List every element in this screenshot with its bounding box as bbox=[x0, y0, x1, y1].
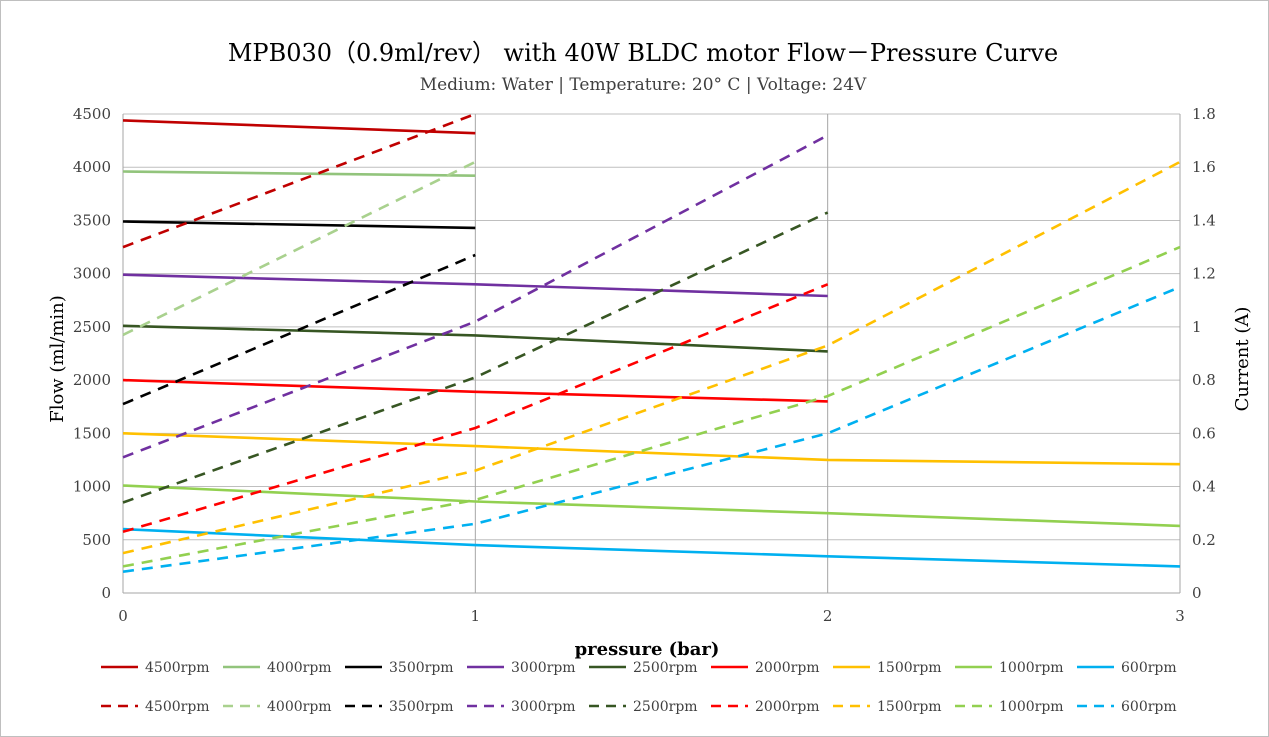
y2-axis-label: Current (A) bbox=[1232, 307, 1253, 412]
x-tick-label: 1 bbox=[471, 607, 481, 625]
y2-tick-label: 0.4 bbox=[1192, 478, 1216, 496]
y2-tick-label: 0 bbox=[1192, 584, 1202, 602]
legend-label: 4000rpm bbox=[267, 660, 332, 676]
y2-tick-label: 1.4 bbox=[1192, 211, 1216, 229]
chart-subtitle: Medium: Water | Temperature: 20° C | Vol… bbox=[420, 75, 867, 95]
legend-label: 1000rpm bbox=[999, 699, 1064, 715]
legend-label: 1500rpm bbox=[877, 660, 942, 676]
legend-label: 3000rpm bbox=[511, 660, 576, 676]
series-layer bbox=[122, 112, 1181, 573]
grid-layer bbox=[122, 113, 1181, 594]
y-tick-label: 3000 bbox=[73, 265, 111, 283]
y-tick-label: 1000 bbox=[73, 478, 111, 496]
legend: 4500rpm 4000rpm 3500rpm 3000rpm 2500rpm 2000r… bbox=[101, 660, 1177, 715]
x-tick-label: 3 bbox=[1175, 607, 1185, 625]
legend-label: 4000rpm bbox=[267, 699, 332, 715]
legend-label: 4500rpm bbox=[145, 699, 210, 715]
series-line-3000rpm-flow bbox=[122, 273, 828, 298]
legend-label: 3500rpm bbox=[389, 660, 454, 676]
y2-tick-label: 1.2 bbox=[1192, 265, 1216, 283]
legend-label: 2500rpm bbox=[633, 699, 698, 715]
series-line-1000rpm-flow bbox=[122, 484, 1181, 528]
legend-label: 3000rpm bbox=[511, 699, 576, 715]
legend-label: 600rpm bbox=[1121, 660, 1177, 676]
x-tick-label: 0 bbox=[118, 607, 128, 625]
y2-tick-label: 1 bbox=[1192, 318, 1202, 336]
series-line-2500rpm-flow bbox=[122, 324, 828, 353]
legend-label: 2500rpm bbox=[633, 660, 698, 676]
y2-tick-label: 0.8 bbox=[1192, 371, 1216, 389]
y-tick-label: 4000 bbox=[73, 158, 111, 176]
legend-label: 2000rpm bbox=[755, 699, 820, 715]
x-axis-label: pressure (bar) bbox=[575, 639, 720, 660]
legend-label: 2000rpm bbox=[755, 660, 820, 676]
y-tick-label: 3500 bbox=[73, 211, 111, 229]
legend-label: 600rpm bbox=[1121, 699, 1177, 715]
series-line-3500rpm-current bbox=[122, 253, 476, 406]
legend-label: 3500rpm bbox=[389, 699, 454, 715]
legend-label: 1000rpm bbox=[999, 660, 1064, 676]
series-line-3500rpm-flow bbox=[122, 220, 476, 230]
y2-tick-label: 0.6 bbox=[1192, 424, 1216, 442]
x-tick-label: 2 bbox=[823, 607, 833, 625]
series-line-2000rpm-current bbox=[122, 283, 829, 534]
y-tick-label: 1500 bbox=[73, 424, 111, 442]
y2-tick-label: 1.8 bbox=[1192, 105, 1216, 123]
legend-label: 4500rpm bbox=[145, 660, 210, 676]
series-line-600rpm-current bbox=[122, 285, 1181, 573]
series-line-1500rpm-current bbox=[122, 160, 1181, 555]
series-line-600rpm-flow bbox=[122, 527, 1181, 568]
series-line-4500rpm-flow bbox=[122, 119, 476, 135]
series-line-4500rpm-current bbox=[122, 112, 476, 249]
series-line-4000rpm-current bbox=[122, 160, 476, 337]
y-tick-label: 2000 bbox=[73, 371, 111, 389]
chart-title: MPB030（0.9ml/rev） with 40W BLDC motor Fl… bbox=[228, 39, 1058, 67]
series-line-1000rpm-current bbox=[122, 245, 1181, 568]
y2-tick-label: 0.2 bbox=[1192, 531, 1216, 549]
y2-tick-label: 1.6 bbox=[1192, 158, 1216, 176]
tick-label-layer: 0 500 1000 1500 2000 2500 3000 3500 4000 4500 0 0.2… bbox=[73, 105, 1216, 625]
y-tick-label: 500 bbox=[82, 531, 111, 549]
y-tick-label: 2500 bbox=[73, 318, 111, 336]
series-line-4000rpm-flow bbox=[122, 170, 476, 177]
series-line-2500rpm-current bbox=[122, 211, 829, 504]
y-tick-label: 4500 bbox=[73, 105, 111, 123]
y-axis-label: Flow (ml/min) bbox=[47, 295, 68, 423]
series-line-1500rpm-flow bbox=[122, 432, 1181, 466]
series-line-2000rpm-flow bbox=[122, 378, 828, 403]
y-tick-label: 0 bbox=[101, 584, 111, 602]
legend-label: 1500rpm bbox=[877, 699, 942, 715]
